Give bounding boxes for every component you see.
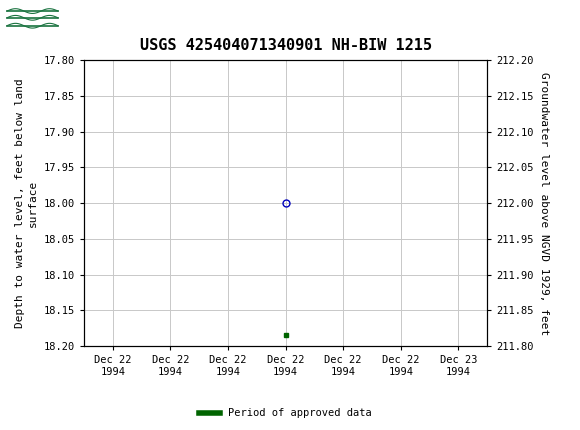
Y-axis label: Groundwater level above NGVD 1929, feet: Groundwater level above NGVD 1929, feet (539, 71, 549, 335)
Bar (5, 3, 60, 37)
Title: USGS 425404071340901 NH-BIW 1215: USGS 425404071340901 NH-BIW 1215 (140, 38, 432, 53)
Legend: Period of approved data: Period of approved data (195, 404, 376, 422)
Text: USGS: USGS (67, 11, 122, 29)
Y-axis label: Depth to water level, feet below land
surface: Depth to water level, feet below land su… (15, 78, 38, 328)
